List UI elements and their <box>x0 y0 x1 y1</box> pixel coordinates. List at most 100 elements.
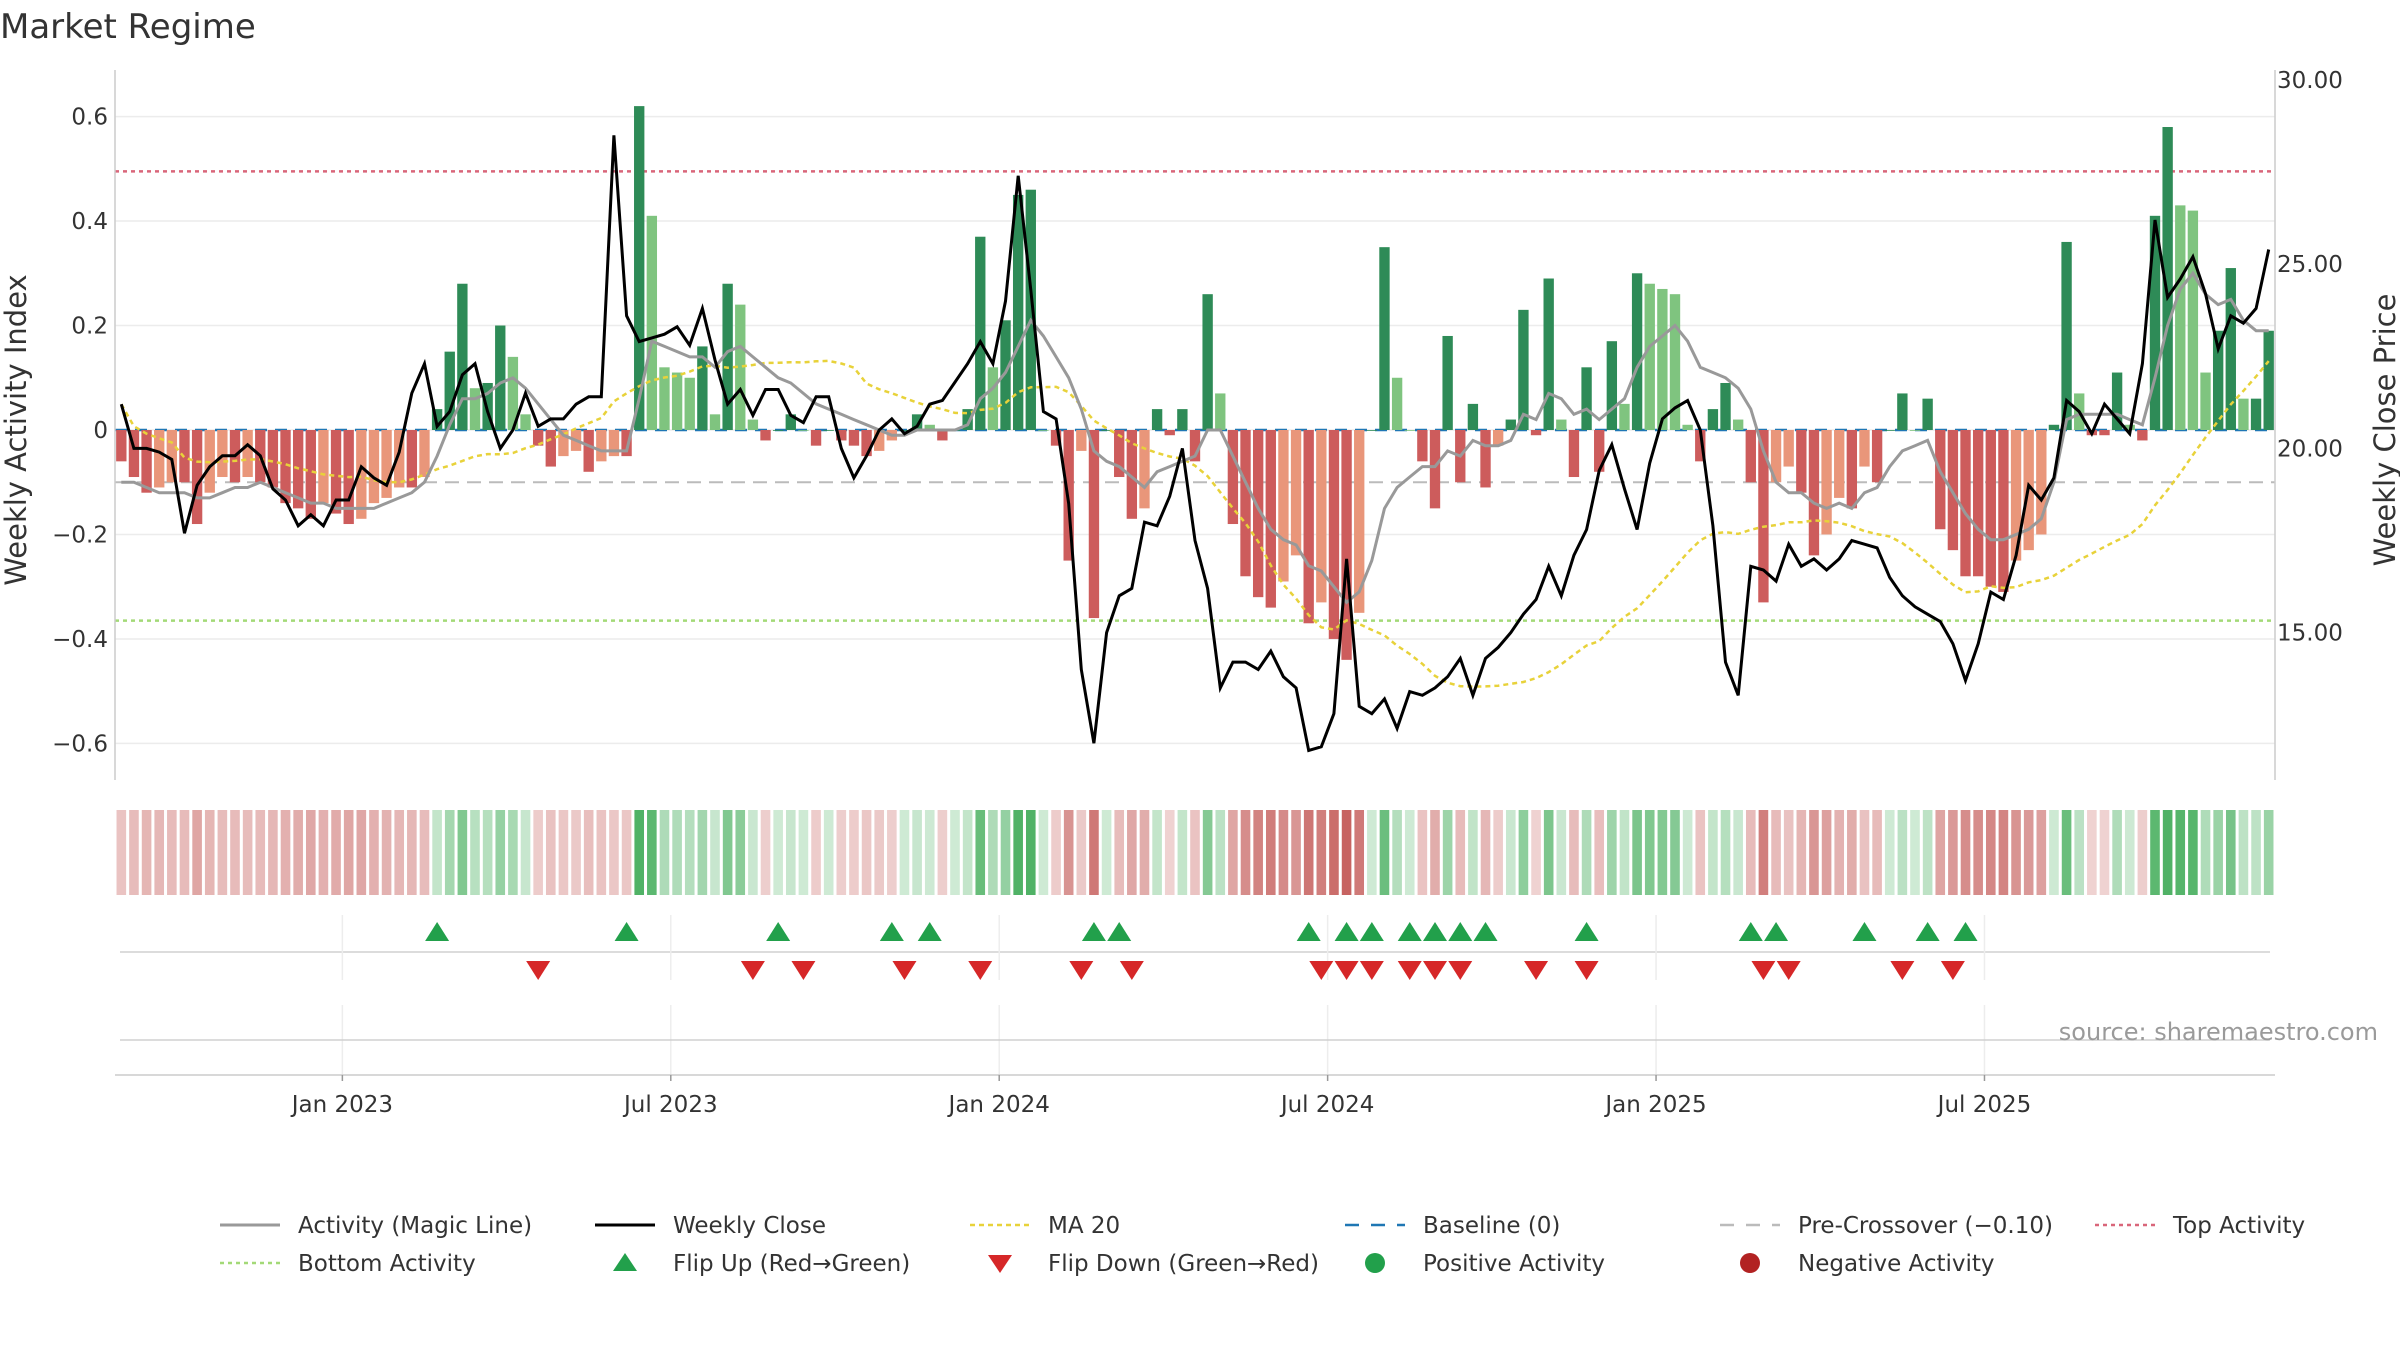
legend-item-baseline: Baseline (0) <box>1345 1213 1560 1239</box>
activity-bar <box>154 430 165 488</box>
regime-cell <box>1152 810 1162 895</box>
activity-bar <box>1644 283 1655 430</box>
activity-bar <box>810 430 822 446</box>
regime-cell <box>369 810 379 895</box>
regime-cell <box>1872 810 1882 895</box>
regime-cell <box>2099 810 2110 895</box>
activity-bar <box>381 430 392 498</box>
regime-cell <box>230 810 240 895</box>
regime-cell <box>912 810 922 895</box>
flip-down-marker <box>1524 961 1549 980</box>
legend-item-magic: Activity (Magic Line) <box>220 1213 532 1239</box>
activity-bar <box>2010 430 2022 561</box>
regime-cell <box>748 810 758 895</box>
regime-cell <box>116 810 127 895</box>
activity-bar <box>1871 430 1883 483</box>
activity-bar <box>507 356 519 430</box>
regime-cell <box>722 810 733 895</box>
activity-bar <box>318 430 329 504</box>
flip-down-marker <box>1309 961 1334 980</box>
regime-cell <box>1354 810 1365 895</box>
regime-cell <box>849 810 859 895</box>
activity-bar <box>1922 398 1933 430</box>
activity-bar <box>1834 430 1845 498</box>
regime-cell <box>2200 810 2211 895</box>
flip-down-marker <box>1119 961 1144 980</box>
activity-bar <box>899 430 910 431</box>
flip-down-marker <box>1069 961 1094 980</box>
regime-cell <box>1644 810 1655 895</box>
regime-cell <box>583 810 594 895</box>
activity-bar <box>444 351 455 430</box>
regime-cell <box>1897 810 1908 895</box>
regime-cell <box>495 810 506 895</box>
y-tick-label: 0.2 <box>71 314 108 340</box>
regime-cell <box>1240 810 1251 895</box>
x-tick-label: Jul 2023 <box>622 1092 718 1118</box>
regime-cell <box>988 810 998 895</box>
regime-cell <box>1973 810 1983 895</box>
legend-item-close: Weekly Close <box>595 1213 826 1239</box>
activity-bar <box>419 430 430 478</box>
regime-strip <box>116 810 2274 895</box>
regime-cell <box>924 810 935 895</box>
activity-bar <box>659 367 670 430</box>
regime-cell <box>2251 810 2261 895</box>
activity-bar <box>1859 430 1870 467</box>
activity-bar <box>1215 393 1226 430</box>
regime-cell <box>1531 810 1541 895</box>
regime-cell <box>735 810 746 895</box>
legend-item-bottom: Bottom Activity <box>220 1251 476 1277</box>
regime-cell <box>482 810 493 895</box>
legend-item-flipdown: Flip Down (Green→Red) <box>988 1251 1319 1277</box>
activity-bar <box>1568 430 1580 478</box>
legend: Activity (Magic Line) Weekly Close MA 20 Ba… <box>220 1213 2305 1277</box>
y-tick-label: −0.4 <box>52 627 108 653</box>
regime-cell <box>1341 810 1352 895</box>
flip-down-marker <box>1359 961 1384 980</box>
activity-bar <box>1657 288 1668 430</box>
regime-cell <box>1190 810 1200 895</box>
flip-down-marker <box>968 961 993 980</box>
activity-bar <box>1088 430 1100 619</box>
flip-down-marker <box>1776 961 1801 980</box>
left-axis-ticks: −0.6 −0.4 −0.2 0 0.2 0.4 0.6 <box>52 105 108 758</box>
activity-bar <box>2238 398 2249 430</box>
activity-bar <box>1202 294 1213 430</box>
flip-up-marker <box>1953 922 1978 941</box>
regime-cell <box>1594 810 1605 895</box>
activity-bar <box>1177 409 1188 430</box>
activity-bar <box>1227 430 1239 525</box>
activity-bar <box>1366 430 1378 431</box>
activity-bar <box>634 106 645 431</box>
activity-bar <box>1745 430 1756 483</box>
regime-cell <box>1758 810 1769 895</box>
regime-cell <box>129 810 139 895</box>
activity-bar <box>1669 294 1681 430</box>
activity-bar <box>2225 268 2236 430</box>
activity-bar <box>987 367 999 430</box>
activity-bar <box>1240 430 1251 577</box>
regime-cell <box>1733 810 1743 895</box>
regime-cell <box>1682 810 1693 895</box>
regime-cell <box>571 810 581 895</box>
regime-cell <box>1202 810 1213 895</box>
regime-cell <box>887 810 897 895</box>
activity-bar <box>280 430 291 504</box>
regime-cell <box>2124 810 2135 895</box>
x-tick-label: Jul 2024 <box>1279 1092 1375 1118</box>
reference-lines <box>115 170 2275 622</box>
activity-bar <box>1543 278 1554 430</box>
activity-bar <box>406 430 418 488</box>
activity-bar <box>697 346 708 430</box>
regime-cell <box>2112 810 2122 895</box>
activity-bar <box>2048 424 2060 430</box>
y-axis-label: Weekly Activity Index <box>0 274 33 585</box>
regime-cell <box>1809 810 1819 895</box>
regime-cell <box>558 810 569 895</box>
activity-bar <box>709 414 721 430</box>
flip-up-marker <box>1852 922 1877 941</box>
activity-bar <box>1025 189 1036 430</box>
activity-bar <box>1796 430 1807 493</box>
regime-cell <box>798 810 809 895</box>
